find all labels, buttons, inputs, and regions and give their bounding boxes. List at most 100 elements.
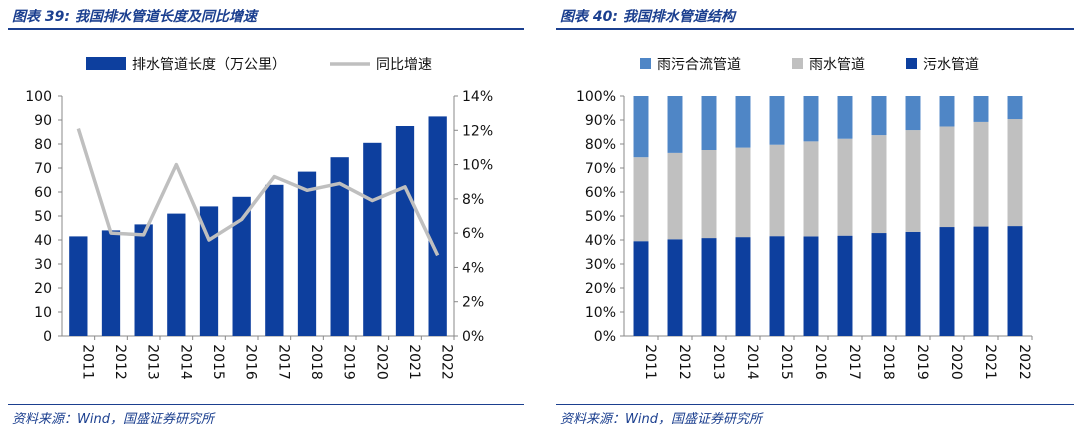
- left-y-tick-label: 30: [34, 257, 52, 273]
- bar-segment-雨污合流管道-2021: [973, 96, 989, 122]
- pipe-structure-chart: 0% 10% 20% 30% 40% 50% 60% 70% 80% 90% 100% 2011 201…: [576, 57, 1033, 380]
- bar-segment-污水管道-2022: [1007, 226, 1023, 336]
- legend-swatch: [906, 58, 917, 69]
- left-y-tick-label: 100: [25, 89, 52, 105]
- bar-length-2020: [363, 142, 382, 336]
- x-tick-label: 2017: [275, 344, 291, 380]
- left-y-tick-label: 80: [34, 137, 52, 153]
- bar-segment-雨污合流管道-2016: [803, 96, 819, 142]
- y-tick-label: 40%: [585, 233, 616, 249]
- bar-segment-污水管道-2020: [939, 227, 955, 336]
- bar-length-2011: [69, 236, 88, 336]
- bar-segment-雨污合流管道-2013: [701, 96, 717, 150]
- x-tick-label: 2016: [812, 344, 828, 380]
- x-tick-label: 2020: [373, 344, 389, 380]
- legend-label-length: 排水管道长度（万公里）: [132, 57, 286, 73]
- title-rule: [556, 28, 1074, 30]
- bar-segment-雨水管道-2022: [1007, 119, 1023, 227]
- right-y-tick-label: 10%: [462, 158, 493, 174]
- left-y-tick-label: 70: [34, 161, 52, 177]
- bar-segment-雨水管道-2017: [837, 138, 853, 236]
- bar-segment-污水管道-2013: [701, 238, 717, 336]
- bar-segment-污水管道-2015: [769, 236, 785, 336]
- bar-segment-雨水管道-2012: [667, 152, 683, 240]
- right-y-tick-label: 12%: [462, 123, 493, 139]
- right-y-tick-label: 4%: [462, 260, 484, 276]
- left-y-tick-label: 90: [34, 113, 52, 129]
- bar-segment-雨污合流管道-2011: [633, 96, 649, 158]
- bar-length-2021: [395, 126, 415, 336]
- x-tick-label: 2022: [1016, 344, 1032, 380]
- figure-39-title: 图表 39: 我国排水管道长度及同比增速: [12, 9, 257, 25]
- bar-segment-污水管道-2016: [803, 236, 819, 336]
- bar-segment-雨水管道-2014: [735, 147, 751, 238]
- x-tick-label: 2012: [676, 344, 692, 380]
- y-tick-label: 30%: [585, 257, 616, 273]
- left-y-tick-label: 20: [34, 281, 52, 297]
- bar-segment-雨水管道-2016: [803, 141, 819, 237]
- source-rule: [556, 404, 1074, 405]
- left-y-tick-label: 50: [34, 209, 52, 225]
- bar-segment-雨水管道-2019: [905, 130, 921, 232]
- legend-label-growth: 同比增速: [376, 57, 432, 73]
- left-y-tick-label: 60: [34, 185, 52, 201]
- bar-length-2016: [232, 196, 251, 336]
- bar-segment-雨污合流管道-2018: [871, 96, 887, 136]
- right-y-tick-label: 6%: [462, 226, 484, 242]
- x-tick-label: 2019: [914, 344, 930, 380]
- bar-segment-雨水管道-2015: [769, 144, 785, 237]
- bar-segment-污水管道-2014: [735, 237, 751, 336]
- bar-segment-雨污合流管道-2022: [1007, 96, 1023, 120]
- right-y-tick-label: 14%: [462, 89, 493, 105]
- y-tick-label: 10%: [585, 305, 616, 321]
- bar-length-2019: [330, 157, 349, 336]
- x-tick-label: 2021: [982, 344, 998, 380]
- left-panel: 图表 39: 我国排水管道长度及同比增速 0 10 20 30 40 50 60 70 80 90…: [0, 0, 530, 432]
- bar-length-2022: [428, 116, 447, 337]
- bar-length-2013: [134, 224, 153, 336]
- right-y-tick-label: 8%: [462, 192, 484, 208]
- x-tick-label: 2015: [778, 344, 794, 380]
- title-rule: [8, 28, 524, 30]
- bar-length-2017: [265, 184, 284, 336]
- x-tick-label: 2013: [145, 344, 161, 380]
- legend-label: 雨水管道: [809, 57, 865, 73]
- legend-label: 雨污合流管道: [657, 57, 741, 73]
- x-tick-label: 2018: [308, 344, 324, 380]
- y-tick-label: 70%: [585, 161, 616, 177]
- x-tick-label: 2020: [948, 344, 964, 380]
- x-tick-label: 2021: [406, 344, 422, 380]
- bar-segment-雨污合流管道-2015: [769, 96, 785, 145]
- bar-length-2014: [167, 213, 186, 336]
- y-tick-label: 50%: [585, 209, 616, 225]
- y-tick-label: 20%: [585, 281, 616, 297]
- x-tick-label: 2013: [710, 344, 726, 380]
- bar-segment-雨水管道-2021: [973, 121, 989, 227]
- x-tick-label: 2011: [79, 344, 95, 380]
- source-rule: [8, 404, 524, 405]
- bar-segment-污水管道-2019: [905, 231, 921, 336]
- x-tick-label: 2017: [846, 344, 862, 380]
- x-tick-label: 2022: [439, 344, 455, 380]
- right-y-tick-label: 0%: [462, 329, 484, 345]
- bar-segment-雨污合流管道-2014: [735, 96, 751, 148]
- y-tick-label: 80%: [585, 137, 616, 153]
- legend-swatch-length: [86, 57, 126, 70]
- bar-segment-雨污合流管道-2012: [667, 96, 683, 153]
- bar-segment-雨污合流管道-2017: [837, 96, 853, 139]
- x-tick-label: 2014: [744, 344, 760, 380]
- x-tick-label: 2011: [642, 344, 658, 380]
- x-tick-label: 2016: [243, 344, 259, 380]
- growth-rate-line: [76, 128, 440, 257]
- source-note: 资料来源：Wind，国盛证券研究所: [12, 412, 214, 427]
- bar-segment-雨污合流管道-2020: [939, 96, 955, 127]
- bar-segment-污水管道-2012: [667, 239, 683, 336]
- left-y-tick-label: 10: [34, 305, 52, 321]
- x-tick-label: 2015: [210, 344, 226, 380]
- bar-segment-污水管道-2018: [871, 233, 887, 336]
- y-tick-label: 60%: [585, 185, 616, 201]
- bar-segment-雨污合流管道-2019: [905, 96, 921, 131]
- left-y-tick-label: 40: [34, 233, 52, 249]
- bar-segment-污水管道-2017: [837, 235, 853, 336]
- bar-segment-污水管道-2011: [633, 241, 649, 336]
